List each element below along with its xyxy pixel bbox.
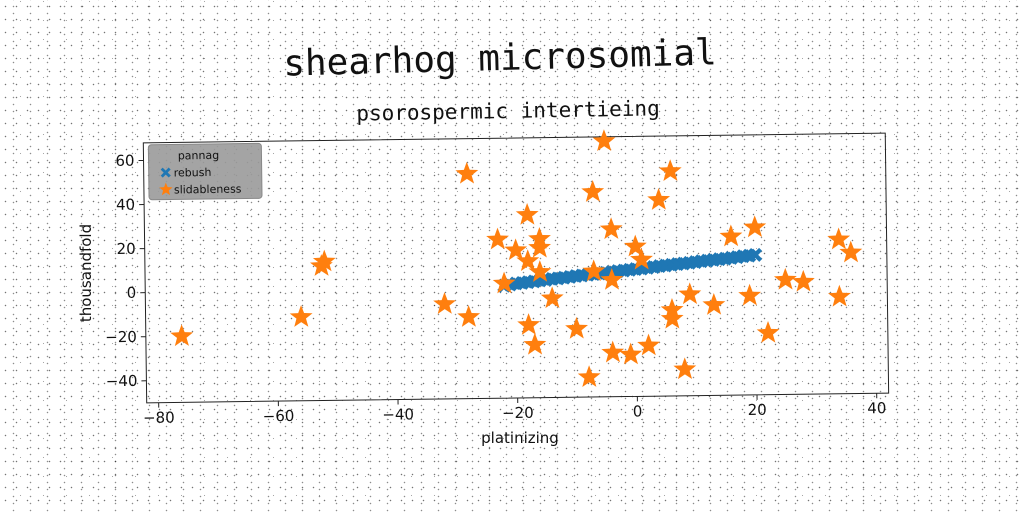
data-point-slidableness xyxy=(673,357,697,380)
y-axis: −40 −20 0 20 40 60 xyxy=(105,152,147,390)
data-point-slidableness xyxy=(517,313,541,335)
plot-area: −80 −60 −40 −20 0 20 40 −40 −20 0 20 40 60 pannag r… xyxy=(105,129,890,427)
data-point-rebush xyxy=(748,247,763,262)
data-point-slidableness xyxy=(601,340,625,363)
data-point-slidableness xyxy=(528,235,552,258)
data-point-slidableness xyxy=(565,316,588,339)
legend-marker-rebush xyxy=(160,167,171,178)
chart-subtitle: psorospermic intertieing xyxy=(356,96,660,125)
data-point-slidableness xyxy=(486,227,510,250)
data-point-slidableness xyxy=(577,365,601,388)
legend-marker-slidableness xyxy=(159,182,173,196)
data-point-slidableness xyxy=(828,284,851,307)
y-tick-label: 40 xyxy=(116,196,135,214)
data-point-slidableness xyxy=(289,305,313,327)
x-axis: −80 −60 −40 −20 0 20 40 xyxy=(143,393,887,427)
data-point-slidableness xyxy=(702,293,726,315)
data-point-slidableness xyxy=(637,333,661,356)
x-tick-label: −80 xyxy=(143,408,175,426)
data-point-slidableness xyxy=(660,298,684,320)
data-point-slidableness xyxy=(658,159,682,182)
data-point-slidableness xyxy=(515,202,539,225)
y-tick-label: 0 xyxy=(127,284,137,302)
data-point-slidableness xyxy=(647,188,671,210)
data-point-slidableness xyxy=(630,247,653,270)
x-tick-label: −40 xyxy=(382,405,414,423)
data-point-slidableness xyxy=(457,305,481,327)
data-point-slidableness xyxy=(827,227,851,250)
data-point-slidableness xyxy=(504,238,528,261)
data-point-slidableness xyxy=(660,306,684,329)
data-point-slidableness xyxy=(600,267,624,290)
x-tick-label: 40 xyxy=(867,399,886,417)
data-point-slidableness xyxy=(528,227,551,249)
x-tick-label: 20 xyxy=(748,401,767,419)
chart-title: shearhog microsomial xyxy=(283,32,717,84)
data-point-slidableness xyxy=(599,217,623,240)
data-point-slidableness xyxy=(619,342,643,365)
legend-marker-rebush xyxy=(160,167,171,178)
data-point-slidableness xyxy=(791,269,815,292)
x-tick-label: 0 xyxy=(633,402,643,420)
x-tick-label: −60 xyxy=(263,407,295,425)
data-point-slidableness xyxy=(756,321,780,343)
legend-label-slidableness: slidableness xyxy=(174,183,242,197)
y-axis-label: thousandfold xyxy=(77,224,95,322)
data-point-slidableness xyxy=(738,283,762,306)
data-point-slidableness xyxy=(455,161,479,184)
data-point-slidableness xyxy=(540,286,564,309)
legend: pannag rebush slidableness xyxy=(147,142,263,201)
data-point-slidableness xyxy=(839,240,863,263)
data-point-slidableness xyxy=(528,260,552,282)
y-tick-label: −20 xyxy=(105,328,137,346)
data-point-slidableness xyxy=(516,249,540,272)
legend-box xyxy=(147,142,263,201)
data-point-slidableness xyxy=(582,259,606,282)
data-point-slidableness xyxy=(678,282,702,305)
data-point-slidableness xyxy=(719,224,743,247)
data-point-slidableness xyxy=(492,271,516,294)
data-marks xyxy=(170,129,863,388)
x-axis-label: platinizing xyxy=(481,429,559,447)
data-point-slidableness xyxy=(170,324,194,347)
y-tick-label: 20 xyxy=(116,240,135,258)
data-point-slidableness xyxy=(773,267,797,290)
y-tick-label: −40 xyxy=(106,372,138,390)
legend-marker-slidableness xyxy=(159,182,173,196)
data-point-slidableness xyxy=(433,292,457,314)
x-tick-label: −20 xyxy=(502,404,534,422)
legend-label-rebush: rebush xyxy=(174,166,212,179)
legend-title: pannag xyxy=(178,149,220,163)
data-point-slidableness xyxy=(592,129,616,152)
data-point-slidableness xyxy=(312,249,336,272)
data-point-slidableness xyxy=(523,332,547,355)
y-tick-label: 60 xyxy=(115,152,134,170)
data-point-slidableness xyxy=(581,180,605,202)
data-point-slidableness xyxy=(623,234,647,257)
data-point-slidableness xyxy=(743,215,767,238)
